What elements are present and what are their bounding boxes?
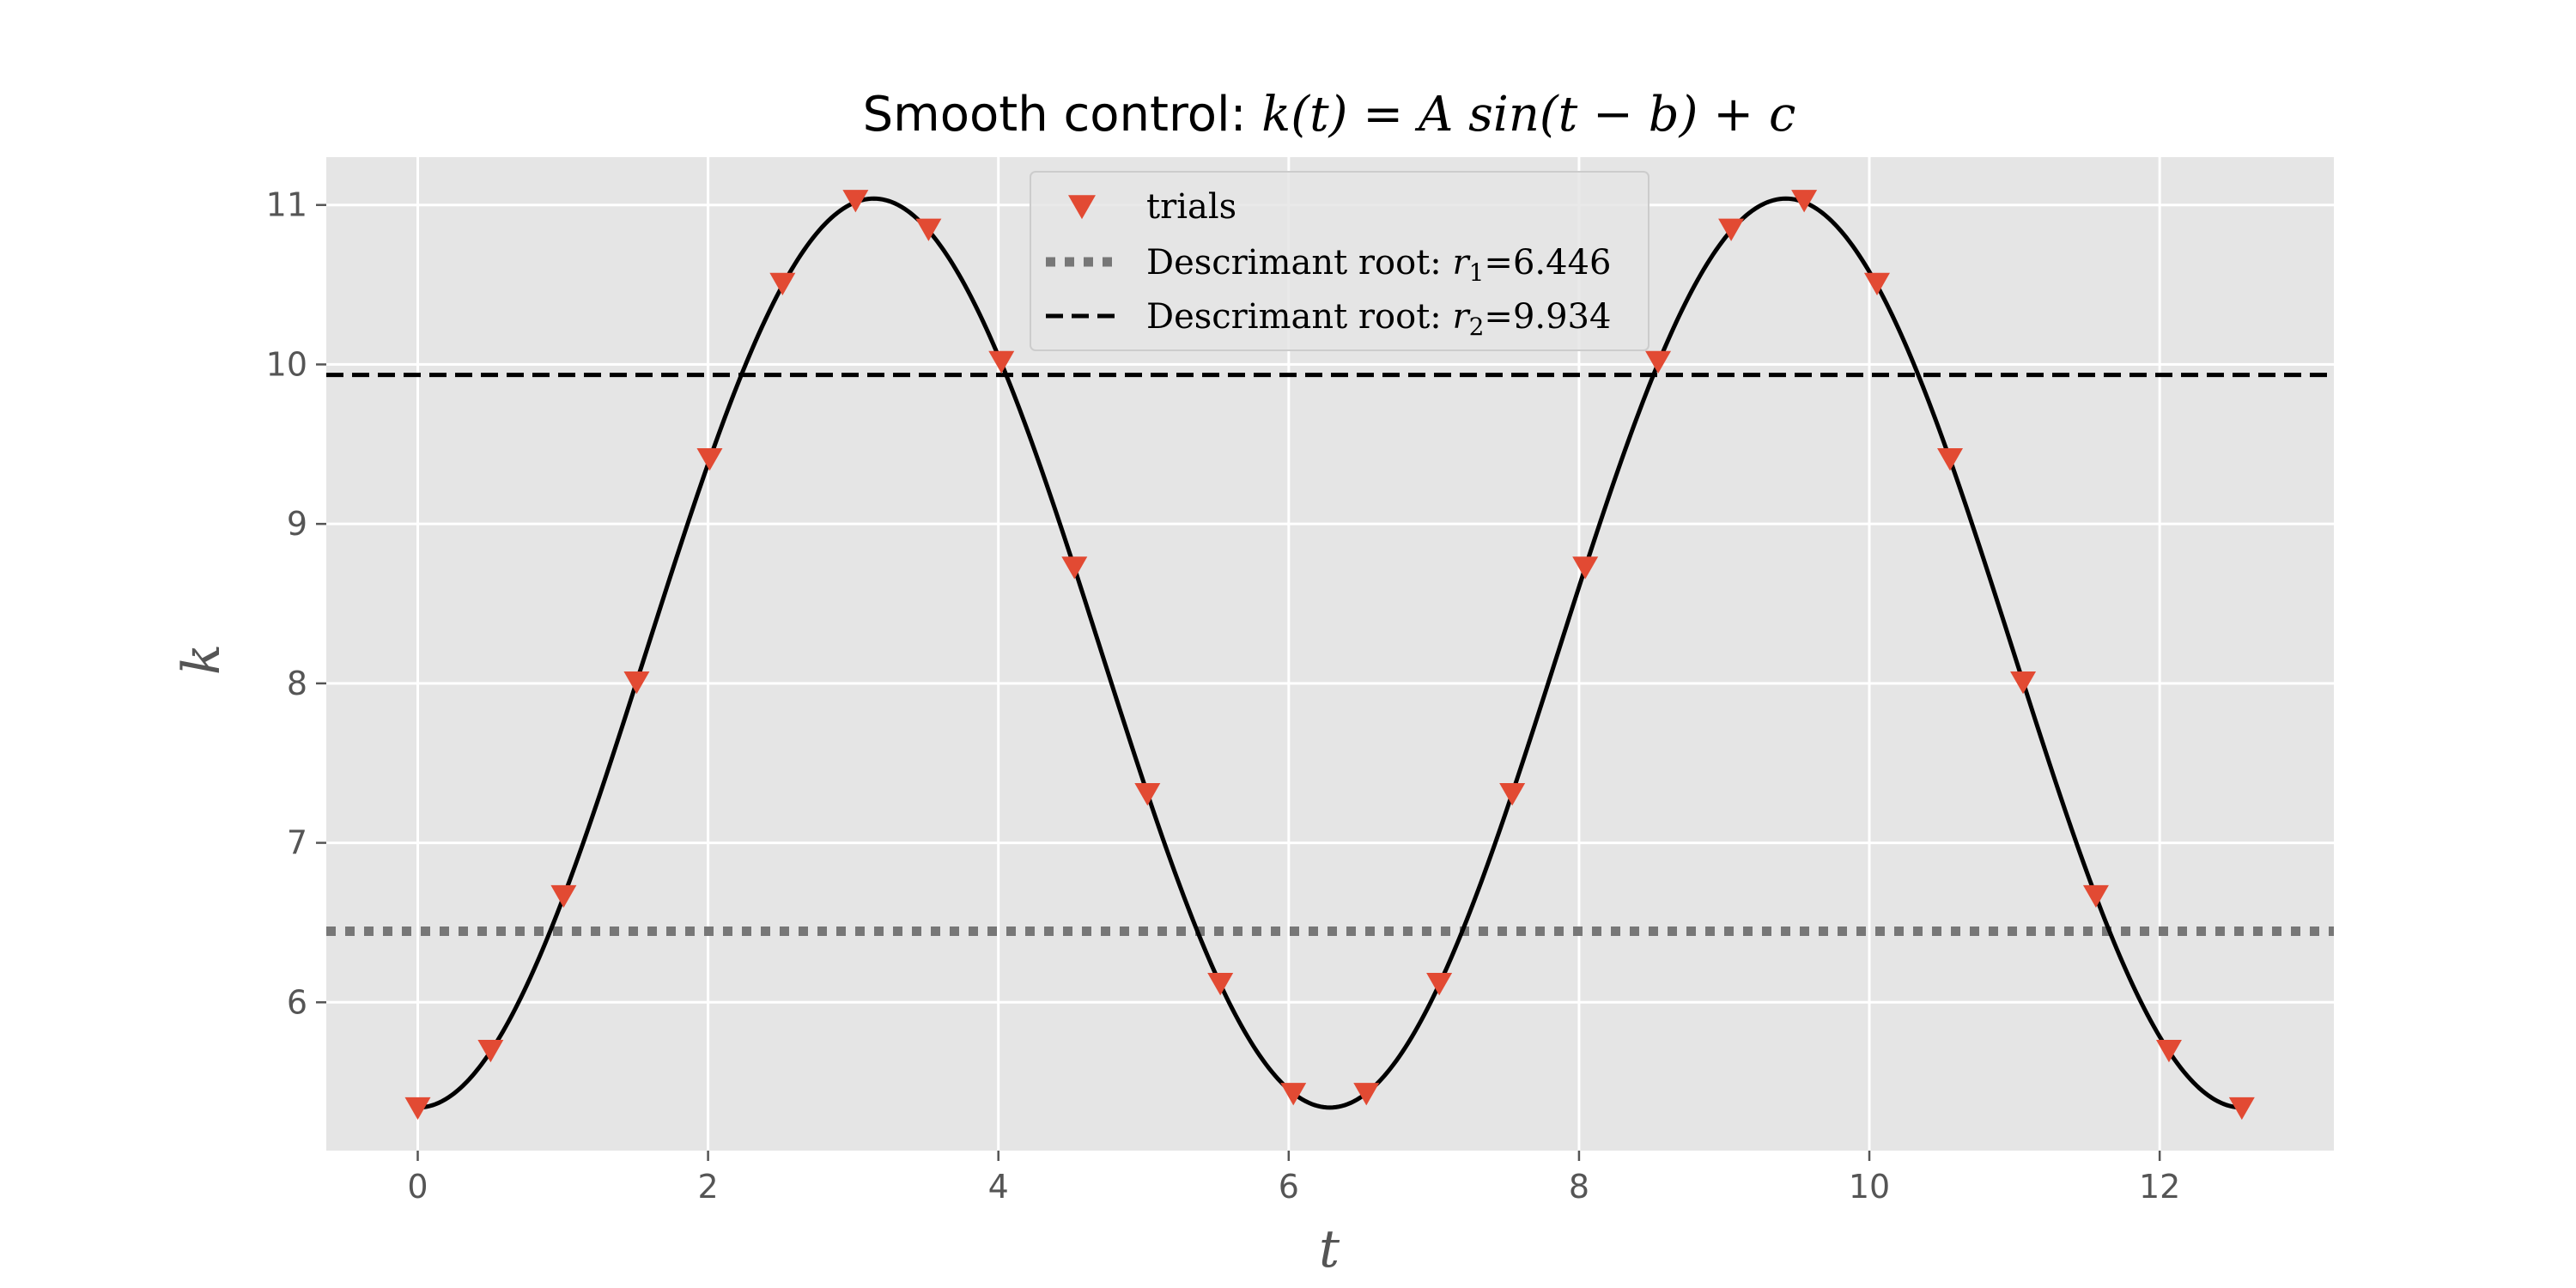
- trial-marker: [1645, 350, 1672, 374]
- root-lines: [326, 373, 2334, 936]
- legend-trials-label: trials: [1146, 187, 1236, 227]
- y-tick-label: 10: [266, 345, 307, 383]
- trial-marker: [477, 1040, 504, 1063]
- sine-curve: [417, 196, 2242, 1110]
- x-tick-label: 2: [698, 1168, 719, 1206]
- x-tick-label: 12: [2139, 1168, 2180, 1206]
- x-tick-label: 8: [1569, 1168, 1589, 1206]
- x-tick-label: 4: [988, 1168, 1009, 1206]
- y-tick-label: 7: [287, 824, 307, 862]
- y-tick-label: 9: [287, 505, 307, 543]
- chart-title: Smooth control: k(t) = A sin(t − b) + c: [863, 87, 1796, 143]
- chart-title-prefix: Smooth control:: [863, 87, 1262, 143]
- chart-title-formula: k(t) = A sin(t − b) + c: [1261, 87, 1795, 143]
- legend-box: [1030, 171, 1649, 351]
- trial-marker: [1134, 783, 1161, 806]
- trial-marker: [1353, 1083, 1380, 1106]
- trial-marker: [623, 671, 650, 695]
- trial-marker: [404, 1097, 431, 1121]
- trial-marker: [1718, 218, 1745, 241]
- trial-marker: [1572, 556, 1599, 580]
- y-tick-label: 8: [287, 665, 307, 702]
- trial-marker: [1426, 973, 1453, 996]
- legend-root-label: Descrimant root: r1=6.446: [1146, 243, 1611, 287]
- trial-marker: [769, 272, 796, 295]
- trial-markers: [404, 190, 2255, 1121]
- y-axis-label: k: [172, 644, 232, 675]
- trial-marker: [1937, 448, 1964, 471]
- x-axis-label: t: [1319, 1219, 1340, 1279]
- x-tick-label: 6: [1279, 1168, 1299, 1206]
- trial-marker: [696, 448, 723, 471]
- x-tick-label: 10: [1849, 1168, 1890, 1206]
- x-tick-label: 0: [407, 1168, 428, 1206]
- trial-marker: [1207, 973, 1234, 996]
- legend-trials-marker: [1068, 195, 1096, 220]
- trial-marker: [988, 350, 1015, 374]
- grid: [326, 157, 2334, 1151]
- trial-marker: [2082, 884, 2109, 908]
- x-ticks: 0 2 4 6 8 10 12: [407, 1151, 2180, 1206]
- trial-marker: [2228, 1097, 2255, 1121]
- trial-marker: [1863, 272, 1890, 295]
- trial-marker: [1791, 190, 1818, 213]
- trial-marker: [1061, 556, 1088, 580]
- trial-marker: [915, 218, 942, 241]
- legend: trials Descrimant root: r1=6.446 Descriman…: [1030, 171, 1649, 351]
- trial-marker: [550, 884, 577, 908]
- legend-root-label: Descrimant root: r2=9.934: [1146, 297, 1611, 341]
- y-ticks: 6 7 8 9 10 11: [266, 186, 326, 1021]
- trial-marker: [1280, 1083, 1307, 1106]
- trial-marker: [2155, 1040, 2182, 1063]
- trial-marker: [2010, 671, 2037, 695]
- trial-marker: [842, 190, 869, 213]
- trial-marker: [1499, 783, 1526, 806]
- y-tick-label: 6: [287, 983, 307, 1021]
- y-tick-label: 11: [266, 186, 307, 224]
